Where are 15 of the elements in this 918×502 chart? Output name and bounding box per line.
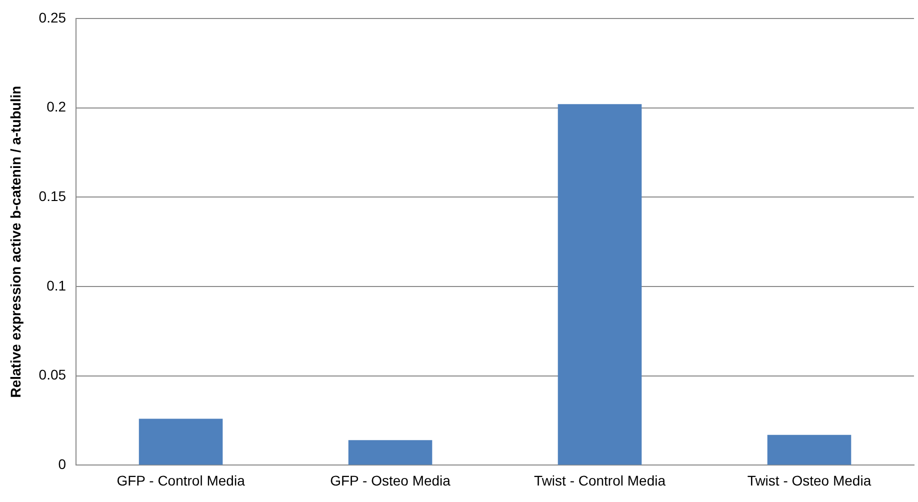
bar: [138, 418, 223, 465]
x-tick-label: Twist - Control Media: [534, 472, 666, 488]
y-tick-label: 0.15: [38, 188, 66, 204]
bar: [558, 104, 642, 465]
y-tick-label: 0.25: [38, 9, 66, 26]
y-axis-title: Relative expression active b-catenin / a-tubulin: [7, 86, 24, 398]
y-tick-label: 0: [58, 456, 66, 472]
x-tick-label: GFP - Osteo Media: [330, 472, 451, 488]
x-tick-label: GFP - Control Media: [116, 472, 246, 488]
y-tick-label: 0.2: [46, 98, 66, 115]
y-tick-label: 0.1: [46, 277, 66, 294]
bar: [348, 440, 432, 465]
x-tick-label: Twist - Osteo Media: [747, 472, 872, 488]
y-tick-label: 0.05: [38, 366, 66, 383]
bar: [767, 434, 852, 465]
